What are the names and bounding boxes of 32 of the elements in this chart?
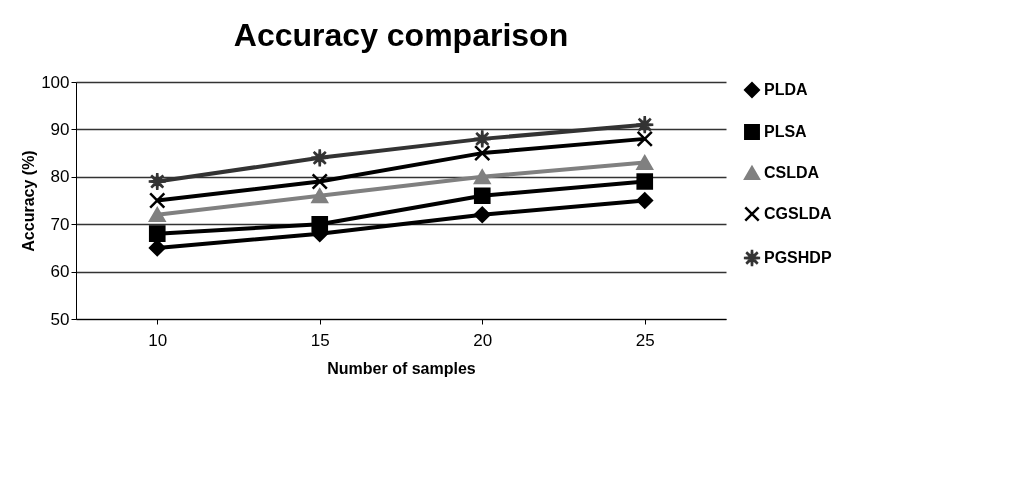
x-tick-label: 25 <box>635 330 655 350</box>
point <box>148 192 166 209</box>
y-tick-label: 60 <box>50 262 70 282</box>
point <box>473 169 491 185</box>
point <box>311 173 329 190</box>
legend-label: CGSLDA <box>764 205 832 222</box>
y-tick-label: 100 <box>41 72 70 92</box>
point <box>473 144 491 162</box>
point <box>311 215 329 233</box>
point <box>636 130 654 148</box>
y-axis-title: Accuracy (%) <box>20 150 38 252</box>
point <box>636 192 654 209</box>
x-tick-label: 10 <box>148 330 168 350</box>
point <box>473 206 491 224</box>
y-tick-label: 70 <box>50 214 70 234</box>
legend-label: PLSA <box>764 123 808 140</box>
y-tick-label: 80 <box>50 167 70 187</box>
point <box>148 207 166 223</box>
legend-label: PLDA <box>764 81 808 98</box>
legend-label: PGSHDP <box>764 249 832 266</box>
y-tick-label: 50 <box>50 309 70 329</box>
x-tick-label: 20 <box>473 330 493 350</box>
legend-label: CSLDA <box>764 164 820 181</box>
point <box>636 173 654 190</box>
point <box>636 155 654 170</box>
point <box>148 225 166 242</box>
y-tick-label: 90 <box>50 119 70 139</box>
point <box>473 187 491 205</box>
chart-title: Accuracy comparison <box>233 17 569 53</box>
point <box>311 188 329 204</box>
x-axis-title: Number of samples <box>327 359 476 377</box>
x-tick-label: 15 <box>310 330 330 350</box>
